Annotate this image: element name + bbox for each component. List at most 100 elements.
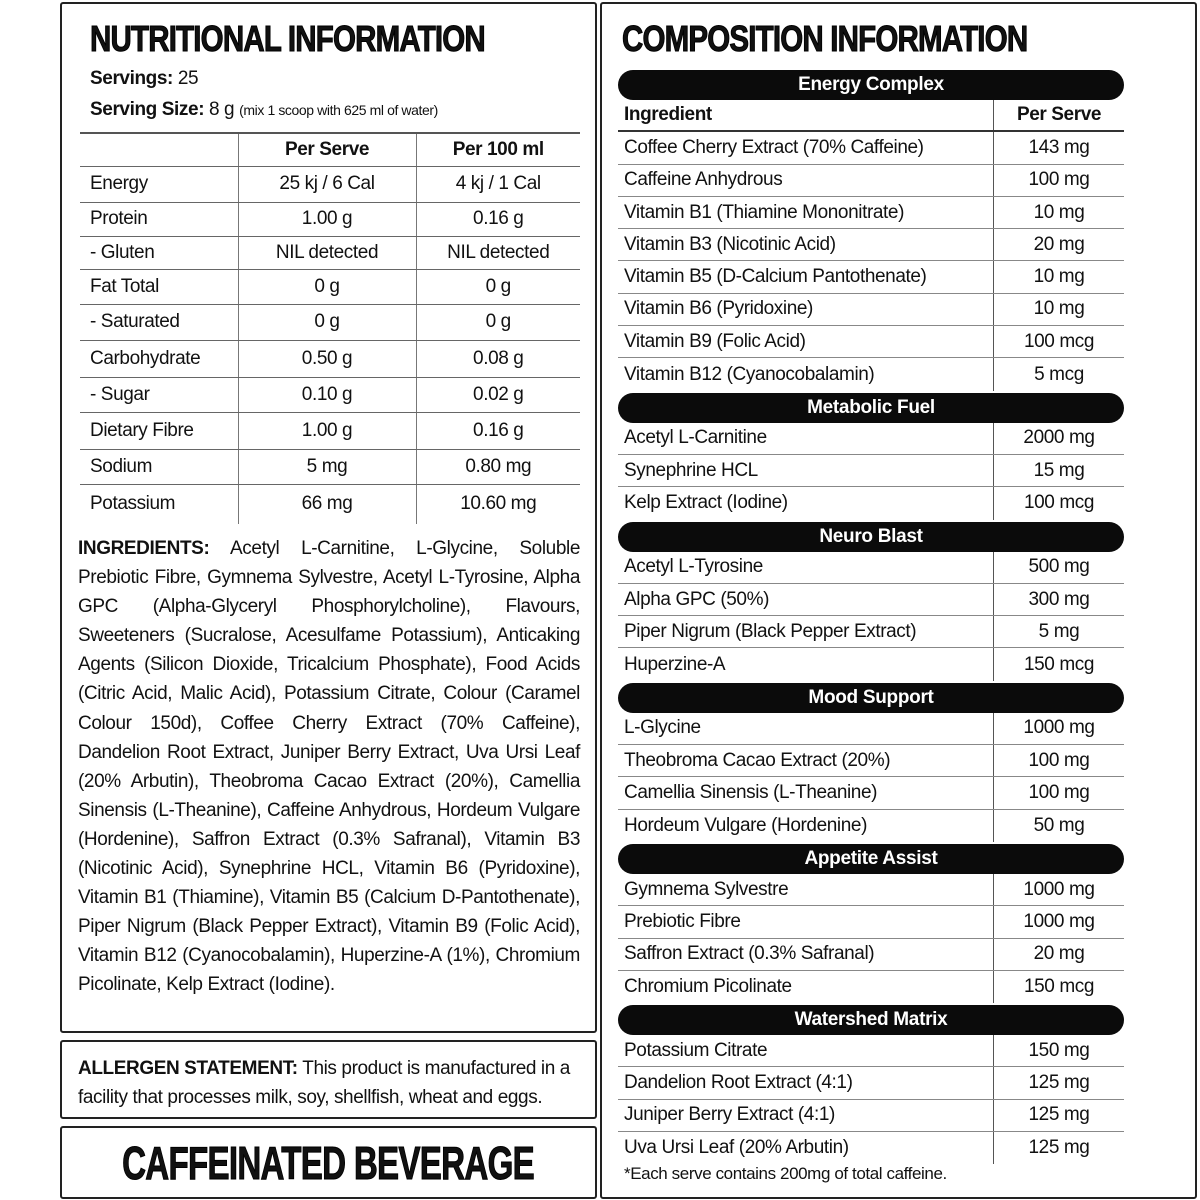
servings: Servings: 25 <box>90 68 199 90</box>
nutrient-value: 0 g <box>415 269 580 305</box>
nutrient-name: Sodium <box>80 449 238 485</box>
composition-row: Vitamin B6 (Pyridoxine) 10 mg <box>618 293 1124 327</box>
section-header: Neuro Blast <box>618 521 1124 552</box>
composition-title: COMPOSITION INFORMATION <box>622 18 1029 60</box>
ingredient-name: Huperzine-A <box>618 648 994 681</box>
ingredient-amount: 10 mg <box>1033 266 1085 288</box>
nutrition-row: Energy 25 kj / 6 Cal 4 kj / 1 Cal <box>80 166 580 203</box>
nutrient-name: - Sugar <box>80 377 238 413</box>
ingredient-amount: 300 mg <box>1028 588 1090 610</box>
nutrition-col-header <box>80 132 238 167</box>
ingredients-label: INGREDIENTS: <box>78 538 210 559</box>
nutrition-row: Potassium 66 mg 10.60 mg <box>80 484 580 524</box>
ingredients-text: Acetyl L-Carnitine, L-Glycine, Soluble P… <box>78 538 580 996</box>
ingredient-amount: 150 mg <box>1028 1039 1090 1061</box>
ingredient-amount: 2000 mg <box>1023 427 1095 449</box>
serving-size-note: (mix 1 scoop with 625 ml of water) <box>239 102 438 118</box>
serving-size: Serving Size: 8 g (mix 1 scoop with 625 … <box>90 99 438 121</box>
ingredient-name: Vitamin B6 (Pyridoxine) <box>618 293 994 326</box>
nutrient-name: Potassium <box>90 493 176 515</box>
composition-row: Dandelion Root Extract (4:1) 125 mg <box>618 1067 1124 1100</box>
ingredient-amount: 10 mg <box>1033 298 1085 320</box>
composition-row: Coffee Cherry Extract (70% Caffeine) 143 … <box>618 132 1124 165</box>
nutrient-value: 0 g <box>237 269 416 305</box>
composition-row: Gymnema Sylvestre 1000 mg <box>618 873 1124 907</box>
composition-row: Camellia Sinensis (L-Theanine) 100 mg <box>618 777 1124 810</box>
nutrition-row: Sodium 5 mg 0.80 mg <box>80 449 580 485</box>
composition-row: Alpha GPC (50%) 300 mg <box>618 583 1124 617</box>
nutrient-value: NIL detected <box>237 236 416 270</box>
nutrient-name: Fat Total <box>80 269 238 305</box>
nutrition-row: - Sugar 0.10 g 0.02 g <box>80 377 580 413</box>
nutrient-name: Carbohydrate <box>80 340 238 378</box>
ingredient-amount: 5 mcg <box>1034 363 1084 385</box>
composition-row: L-Glycine 1000 mg <box>618 712 1124 746</box>
ingredient-name: Vitamin B5 (D-Calcium Pantothenate) <box>618 261 994 293</box>
composition-table: Energy Complex Ingredient Per Serve Coffee … <box>618 68 1124 1165</box>
nutrient-name: - Gluten <box>80 236 238 270</box>
ingredient-name: Acetyl L-Tyrosine <box>618 551 994 583</box>
composition-header-row: Ingredient Per Serve <box>618 100 1124 133</box>
ingredient-name: Camellia Sinensis (L-Theanine) <box>618 777 994 809</box>
composition-row: Uva Ursi Leaf (20% Arbutin) 125 mg <box>618 1132 1124 1165</box>
caffeine-footnote: *Each serve contains 200mg of total caff… <box>624 1164 947 1183</box>
nutrient-value: 1.00 g <box>237 412 416 450</box>
composition-row: Potassium Citrate 150 mg <box>618 1035 1124 1068</box>
banner-text: CAFFEINATED BEVERAGE <box>122 1137 535 1190</box>
composition-row: Piper Nigrum (Black Pepper Extract) 5 mg <box>618 616 1124 649</box>
ingredient-name: Chromium Picolinate <box>618 970 994 1004</box>
nutrition-row: Carbohydrate 0.50 g 0.08 g <box>80 340 580 378</box>
composition-row: Kelp Extract (Iodine) 100 mcg <box>618 487 1124 520</box>
ingredient-amount: 100 mg <box>1028 749 1090 771</box>
composition-row: Vitamin B1 (Thiamine Mononitrate) 10 mg <box>618 196 1124 230</box>
ingredient-name: Caffeine Anhydrous <box>618 164 994 196</box>
ingredient-amount: 5 mg <box>1038 620 1080 642</box>
nutrient-value: NIL detected <box>415 236 580 270</box>
ingredient-amount: 125 mg <box>1028 1072 1090 1094</box>
ingredient-amount: 100 mcg <box>1023 330 1095 352</box>
ingredient-name: Vitamin B3 (Nicotinic Acid) <box>618 229 994 261</box>
ingredient-amount: 125 mg <box>1028 1137 1090 1159</box>
ingredients: INGREDIENTS: Acetyl L-Carnitine, L-Glyci… <box>78 534 580 1000</box>
nutrient-value: 5 mg <box>237 449 416 485</box>
nutrition-panel: NUTRITIONAL INFORMATION Servings: 25 Ser… <box>60 2 597 1033</box>
serving-size-value: 8 g <box>209 99 235 120</box>
caffeinated-banner: CAFFEINATED BEVERAGE <box>60 1126 597 1199</box>
ingredient-name: Gymnema Sylvestre <box>618 873 994 906</box>
ingredient-name: Acetyl L-Carnitine <box>618 422 994 454</box>
section-header: Mood Support <box>618 682 1124 713</box>
composition-row: Saffron Extract (0.3% Safranal) 20 mg <box>618 938 1124 971</box>
ingredient-amount: 20 mg <box>1033 233 1085 255</box>
ingredient-name: Dandelion Root Extract (4:1) <box>618 1067 994 1099</box>
ingredient-amount: 150 mcg <box>1023 975 1095 997</box>
composition-row: Synephrine HCL 15 mg <box>618 454 1124 488</box>
ingredient-amount: 100 mg <box>1028 781 1090 803</box>
section-header: Appetite Assist <box>618 843 1124 874</box>
ingredient-name: Uva Ursi Leaf (20% Arbutin) <box>618 1132 994 1165</box>
ingredient-amount: 125 mg <box>1028 1104 1090 1126</box>
nutrient-name: Dietary Fibre <box>80 412 238 450</box>
servings-value: 25 <box>177 68 199 89</box>
ingredient-name: Potassium Citrate <box>618 1035 994 1067</box>
ingredient-amount: 50 mg <box>1033 814 1085 836</box>
ingredient-name: Piper Nigrum (Black Pepper Extract) <box>618 616 994 648</box>
ingredient-amount: 1000 mg <box>1023 878 1095 900</box>
nutrition-col-header: Per Serve <box>237 132 416 167</box>
nutrient-value: 4 kj / 1 Cal <box>415 166 580 203</box>
composition-row: Theobroma Cacao Extract (20%) 100 mg <box>618 745 1124 778</box>
ingredient-name: Coffee Cherry Extract (70% Caffeine) <box>618 132 994 164</box>
composition-row: Vitamin B3 (Nicotinic Acid) 20 mg <box>618 229 1124 262</box>
composition-row: Vitamin B5 (D-Calcium Pantothenate) 10 mg <box>618 261 1124 294</box>
ingredient-amount: 1000 mg <box>1023 717 1095 739</box>
allergen-box: ALLERGEN STATEMENT: This product is manu… <box>60 1040 597 1119</box>
ingredient-name: L-Glycine <box>618 712 994 745</box>
composition-row: Caffeine Anhydrous 100 mg <box>618 164 1124 197</box>
ingredient-amount: 143 mg <box>1028 136 1090 158</box>
section-header: Watershed Matrix <box>618 1005 1124 1036</box>
ingredient-amount: 10 mg <box>1033 201 1085 223</box>
nutrition-col-header: Per 100 ml <box>415 132 580 167</box>
ingredient-amount: 100 mg <box>1028 169 1090 191</box>
composition-row: Chromium Picolinate 150 mcg <box>618 970 1124 1004</box>
ingredient-name: Saffron Extract (0.3% Safranal) <box>618 938 994 970</box>
